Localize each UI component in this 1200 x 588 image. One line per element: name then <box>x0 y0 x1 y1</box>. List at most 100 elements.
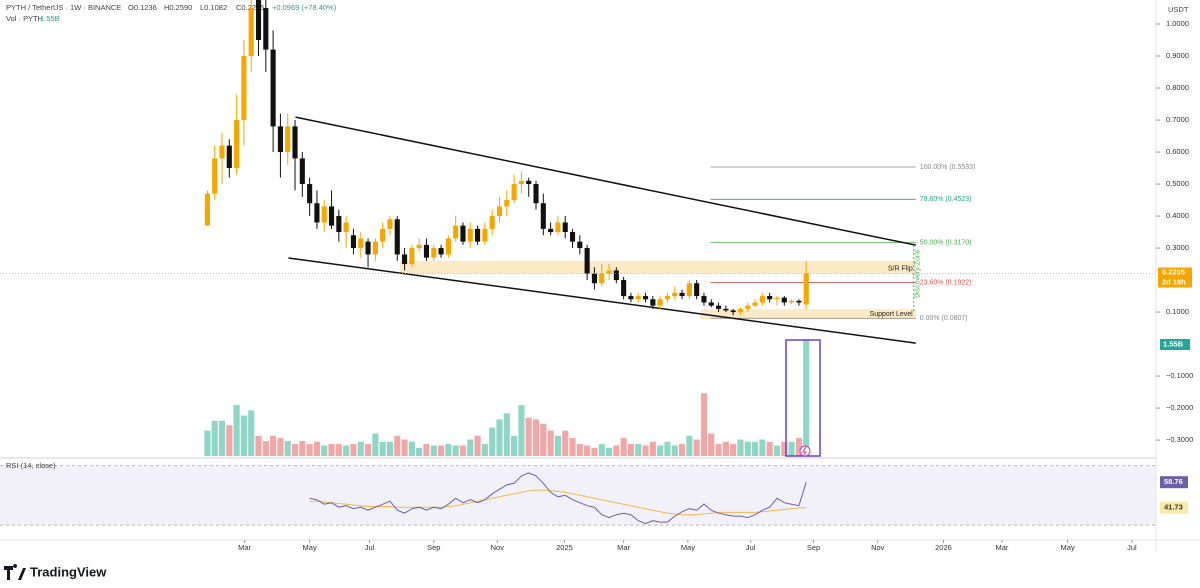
volume-bar <box>277 438 284 456</box>
lightning-icon <box>799 445 811 457</box>
x-tick-label: May <box>1061 543 1075 552</box>
candle-body <box>642 296 649 300</box>
volume-bar <box>445 444 452 456</box>
volume-bar <box>671 445 678 456</box>
volume-bar <box>313 441 320 456</box>
volume-bar <box>584 445 591 456</box>
volume-bar <box>591 447 598 456</box>
fib-label: 50.00% (0.3170) <box>920 239 972 246</box>
symbol: PYTH / TetherUS · 1W · BINANCE <box>6 3 121 12</box>
volume-bar <box>503 413 510 456</box>
volume-bar <box>408 441 415 456</box>
candle-body <box>292 126 298 159</box>
volume-bar <box>569 438 576 456</box>
volume-bar <box>430 445 437 456</box>
x-tick-label: May <box>303 543 317 552</box>
volume-bar <box>489 427 496 456</box>
volume-bar <box>335 444 342 456</box>
candle-body <box>307 184 313 204</box>
candle-body <box>657 299 663 306</box>
volume-bar <box>211 420 218 456</box>
volume-bar <box>554 435 561 456</box>
change: +0.0969 (+78.40%) <box>272 3 337 12</box>
rsi-line <box>309 472 807 525</box>
fib-label: 0.00% (0.0807) <box>920 315 968 322</box>
ohlc-value: H0.2590 <box>164 3 192 12</box>
x-tick-label: Jul <box>1127 543 1137 552</box>
fib-label: 78.60% (0.4523) <box>920 196 972 203</box>
volume-bar <box>715 444 722 456</box>
y-tick-label: 0.6000 <box>1166 147 1189 156</box>
candle-body <box>796 300 802 303</box>
candle-body <box>248 8 254 57</box>
rsi-ma-line <box>309 489 807 516</box>
y-tick-label: 1.0000 <box>1166 19 1189 28</box>
zone-label: Support Level <box>870 311 914 318</box>
x-tick-label: 2026 <box>935 543 952 552</box>
volume-header: 1.55B <box>40 14 60 23</box>
zone-label: S/R Flip <box>888 265 913 272</box>
volume-bar <box>730 444 737 456</box>
rsi-ma-tag-label: 41.73 <box>1164 503 1183 512</box>
candle-body <box>489 216 495 229</box>
candle-body <box>752 302 758 306</box>
volume-bar <box>240 415 247 456</box>
x-tick-label: Mar <box>238 543 251 552</box>
candle-body <box>716 305 722 309</box>
candle-body <box>789 300 795 303</box>
volume-bar <box>299 441 306 456</box>
candle-body <box>445 238 451 255</box>
volume-bar <box>766 441 773 456</box>
x-tick-label: 2025 <box>556 543 573 552</box>
candle-body <box>328 206 335 226</box>
brand: TradingView <box>30 564 107 579</box>
volume-bar <box>452 445 459 456</box>
volume-bar <box>518 405 525 456</box>
volume-bar <box>364 444 372 456</box>
volume-bar <box>291 444 299 456</box>
candle-body <box>336 216 342 233</box>
candle-body <box>591 273 597 284</box>
price-tag <box>1158 267 1192 288</box>
candle-body <box>613 270 619 281</box>
candle-body <box>482 228 488 242</box>
volume-bar <box>459 445 467 456</box>
candle-body <box>409 248 415 265</box>
candle-body <box>350 235 357 249</box>
candle-body <box>635 296 641 300</box>
candle-body <box>518 180 524 185</box>
volume-bar <box>394 435 401 456</box>
candle-body <box>241 56 247 121</box>
candle-body <box>672 292 678 297</box>
candle-body <box>380 228 386 242</box>
candle-body <box>694 283 700 297</box>
ohlc-value: C0.2205 <box>236 3 264 12</box>
volume-bar <box>664 441 671 456</box>
candle-body <box>679 292 685 297</box>
volume-bar <box>744 441 751 456</box>
volume-bar <box>737 439 744 456</box>
volume-bar <box>562 430 569 456</box>
candle-body <box>467 228 473 242</box>
volume-bar <box>233 405 240 456</box>
volume-bar <box>795 438 802 456</box>
volume-bar <box>532 419 540 456</box>
volume-bar <box>284 441 291 456</box>
volume-bar <box>525 417 532 456</box>
volume-bar <box>759 439 766 456</box>
volume-bar <box>708 433 715 456</box>
volume-bar <box>372 433 379 456</box>
candle-body <box>803 273 809 305</box>
candle-body <box>569 232 576 242</box>
candle-body <box>358 238 364 249</box>
candle-body <box>285 126 291 153</box>
x-tick-label: Sep <box>427 543 440 552</box>
candle-body <box>299 158 305 185</box>
volume-bar <box>416 447 423 456</box>
volume-bar <box>605 447 613 456</box>
candle-body <box>555 222 561 233</box>
rsi-tag <box>1160 476 1188 489</box>
candle-body <box>584 248 590 274</box>
y-tick-label: 0.4000 <box>1166 211 1189 220</box>
volume-bar <box>386 441 394 456</box>
